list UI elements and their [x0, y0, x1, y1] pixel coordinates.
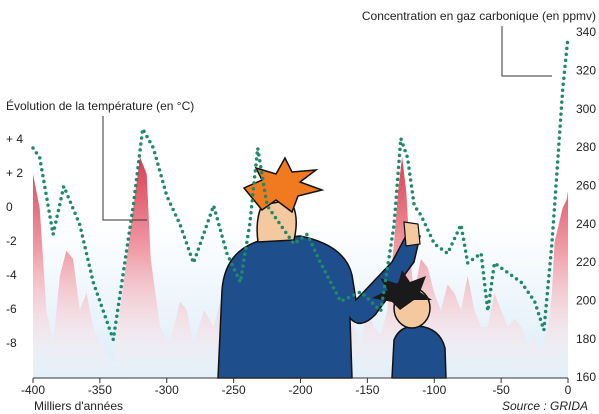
x-tick-label: -350: [88, 383, 112, 397]
y-tick-label: -4: [6, 268, 17, 282]
y-tick-label: + 4: [6, 132, 23, 146]
y2-tick-label: 160: [576, 370, 596, 384]
y2-tick-label: 300: [576, 102, 596, 116]
man-sweater: [217, 231, 421, 379]
y-tick-label: + 2: [6, 166, 23, 180]
man-hair: [242, 156, 325, 214]
y-tick-label: -6: [6, 302, 17, 316]
man-hand: [403, 221, 421, 247]
y2-tick-label: 280: [576, 140, 596, 154]
y2-axis-title: Concentration en gaz carbonique (en ppmv…: [362, 9, 596, 23]
source: Source : GRIDA: [502, 399, 588, 413]
y2-tick-label: 320: [576, 64, 596, 78]
y2-tick-label: 240: [576, 217, 596, 231]
boy-sweater: [391, 325, 447, 379]
temperature-area: [33, 157, 568, 378]
x-tick-label: -150: [355, 383, 379, 397]
y2-tick-label: 340: [576, 25, 596, 39]
x-tick-label: -300: [155, 383, 179, 397]
y-axis-title: Évolution de la température (en °C): [6, 98, 194, 113]
leader-line: [102, 116, 147, 221]
y2-tick-label: 220: [576, 255, 596, 269]
x-tick-label: -250: [222, 383, 246, 397]
y2-tick-label: 180: [576, 332, 596, 346]
y-tick-label: -2: [6, 234, 17, 248]
y2-tick-label: 200: [576, 294, 596, 308]
illustration: [217, 156, 447, 379]
x-tick-label: -200: [288, 383, 312, 397]
x-tick-label: 0: [565, 383, 572, 397]
x-tick-label: -400: [21, 383, 45, 397]
x-tick-label: -100: [422, 383, 446, 397]
co2-line: [31, 35, 570, 341]
y2-tick-label: 260: [576, 179, 596, 193]
x-axis-title: Milliers d'années: [34, 399, 123, 413]
y-tick-label: 0: [6, 200, 13, 214]
x-tick-label: -50: [492, 383, 510, 397]
boy-hair: [372, 270, 432, 310]
y-tick-label: -8: [6, 336, 17, 350]
leader-line: [501, 26, 552, 77]
